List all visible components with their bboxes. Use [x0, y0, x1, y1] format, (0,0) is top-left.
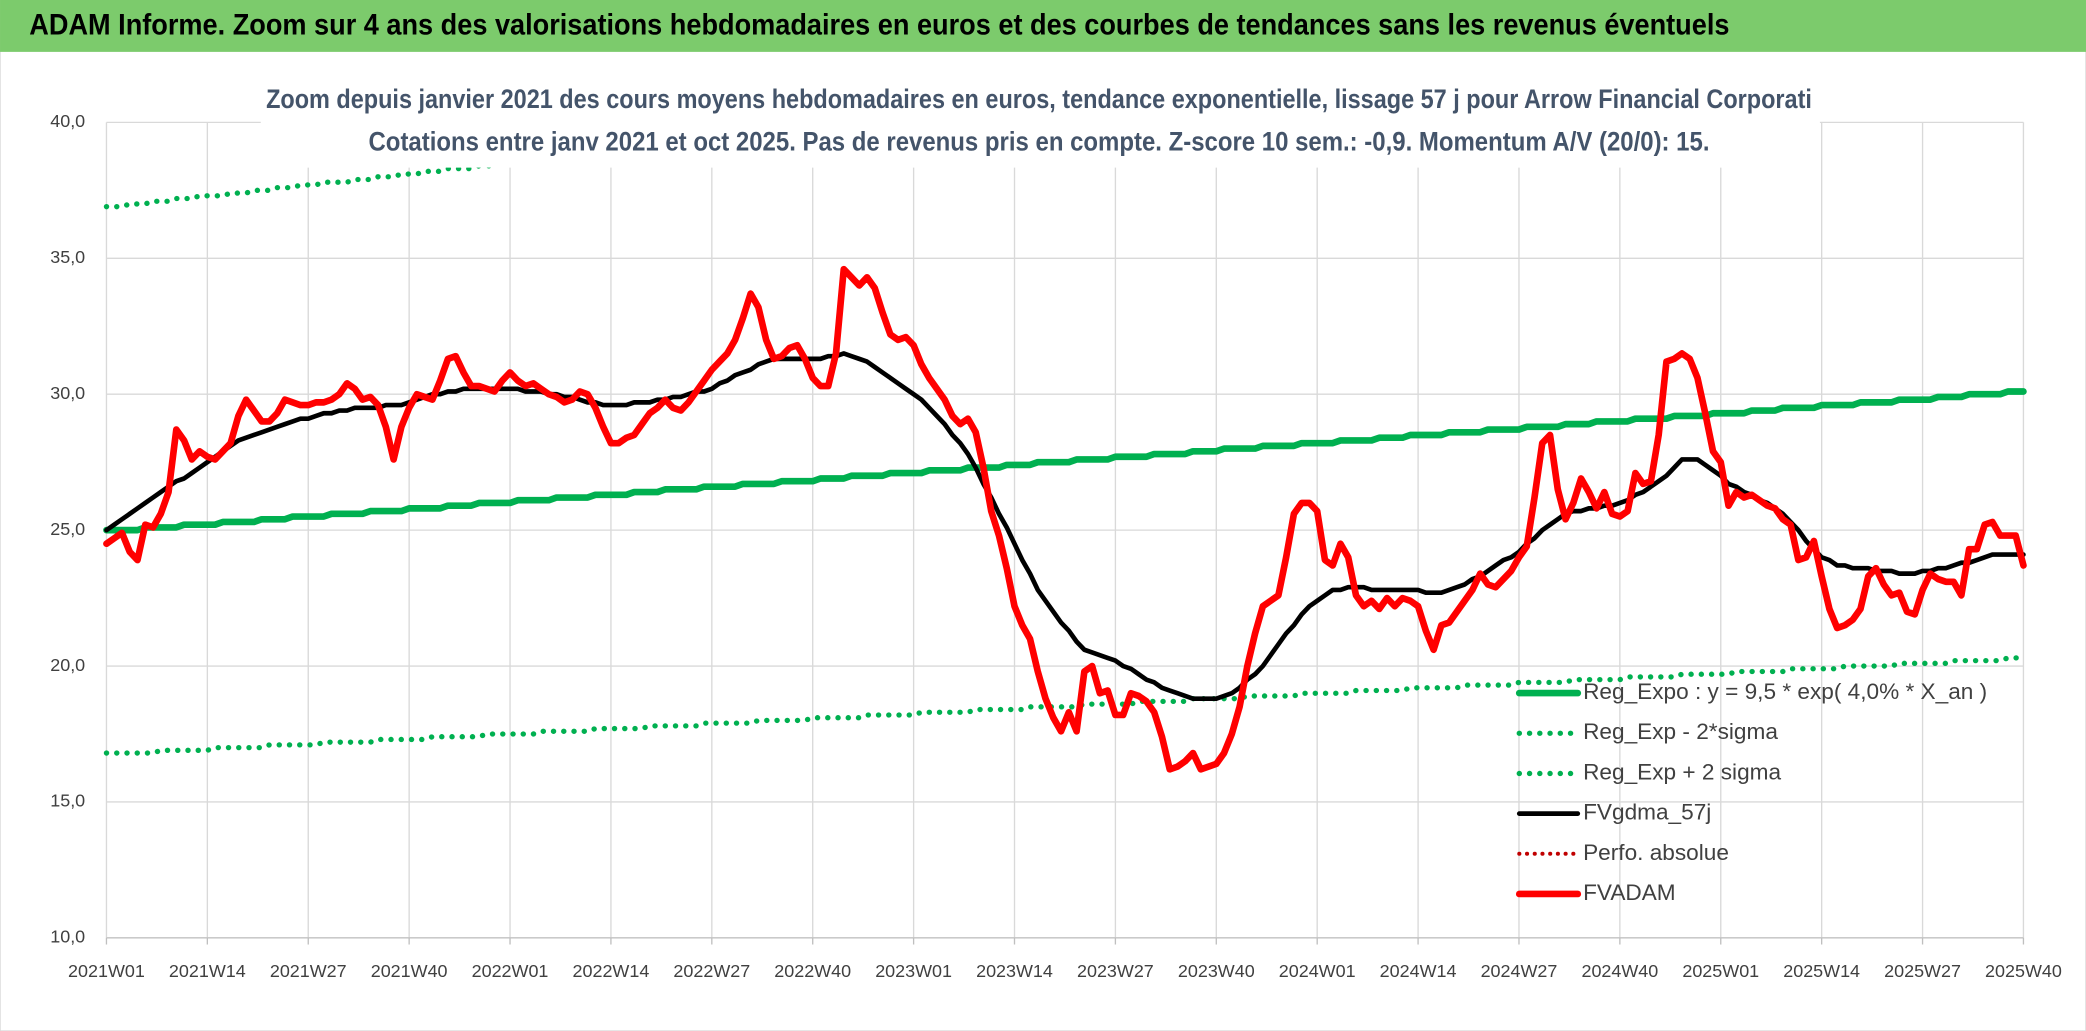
series-line — [103, 265, 2027, 773]
header-title: ADAM Informe. Zoom sur 4 ans des valoris… — [29, 9, 1729, 41]
x-tick-label: 2023W14 — [976, 961, 1053, 981]
x-tick-label: 2023W40 — [1178, 961, 1255, 981]
y-tick-label: 10,0 — [50, 927, 85, 947]
legend-label: Reg_Exp - 2*sigma — [1583, 719, 1778, 744]
y-tick-label: 25,0 — [50, 519, 85, 539]
x-tick-label: 2021W27 — [270, 961, 347, 981]
x-tick-label: 2025W14 — [1783, 961, 1860, 981]
y-tick-label: 40,0 — [50, 111, 85, 131]
legend-label: FVADAM — [1583, 880, 1676, 905]
x-tick-label: 2023W27 — [1077, 961, 1154, 981]
x-tick-label: 2024W27 — [1481, 961, 1558, 981]
series-line — [103, 114, 976, 210]
y-tick-label: 15,0 — [50, 791, 85, 811]
y-tick-label: 30,0 — [50, 383, 85, 403]
x-tick-label: 2021W40 — [371, 961, 448, 981]
x-tick-label: 2022W27 — [673, 961, 750, 981]
x-tick-label: 2023W01 — [875, 961, 952, 981]
legend: Reg_Expo : y = 9,5 * exp( 4,0% * X_an ) R… — [1515, 679, 1987, 905]
x-tick-label: 2025W27 — [1884, 961, 1961, 981]
series-line — [103, 655, 2027, 756]
x-tick-label: 2022W01 — [472, 961, 549, 981]
legend-label: FVgdma_57j — [1583, 800, 1711, 825]
header-bar — [0, 0, 2086, 52]
legend-label: Reg_Exp + 2 sigma — [1583, 759, 1781, 784]
x-tick-label: 2025W40 — [1985, 961, 2062, 981]
legend-label: Perfo. absolue — [1583, 840, 1729, 865]
x-tick-label: 2022W40 — [774, 961, 851, 981]
x-tick-label: 2022W14 — [573, 961, 650, 981]
legend-label: Reg_Expo : y = 9,5 * exp( 4,0% * X_an ) — [1583, 679, 1987, 704]
chart-title: Zoom depuis janvier 2021 des cours moyen… — [266, 84, 1812, 114]
title-box — [260, 79, 1820, 168]
x-tick-label: 2024W01 — [1279, 961, 1356, 981]
plot-area — [103, 114, 2027, 773]
x-tick-label: 2024W14 — [1380, 961, 1457, 981]
x-tick-label: 2021W01 — [68, 961, 145, 981]
x-tick-label: 2021W14 — [169, 961, 246, 981]
y-tick-label: 20,0 — [50, 655, 85, 675]
x-tick-label: 2025W01 — [1682, 961, 1759, 981]
x-tick-label: 2024W40 — [1581, 961, 1658, 981]
chart-subtitle: Cotations entre janv 2021 et oct 2025. P… — [369, 127, 1710, 157]
y-tick-label: 35,0 — [50, 247, 85, 267]
